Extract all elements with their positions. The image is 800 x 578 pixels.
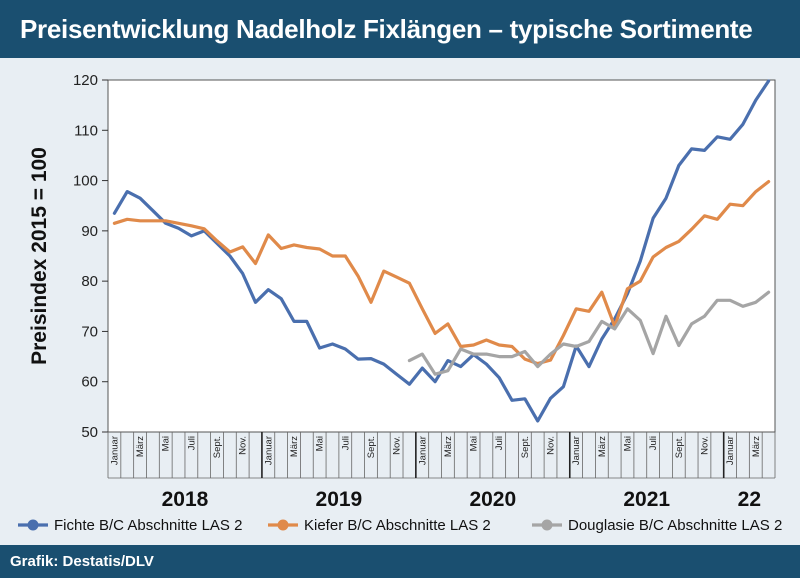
month-label: Sept.	[520, 436, 531, 458]
month-label: März	[751, 436, 762, 457]
month-label: März	[597, 436, 608, 457]
month-label: Januar	[109, 436, 120, 465]
y-tick-label: 50	[81, 424, 98, 441]
y-tick-label: 60	[81, 374, 98, 391]
month-label: Nov.	[699, 436, 710, 455]
month-label: Sept.	[674, 436, 685, 458]
month-label: Juli	[186, 436, 197, 450]
month-label: Januar	[571, 436, 582, 465]
month-label: März	[289, 436, 300, 457]
month-label: Mai	[315, 436, 326, 451]
year-label: 2019	[316, 488, 363, 511]
y-tick-label: 80	[81, 273, 98, 290]
month-label: Nov.	[546, 436, 557, 455]
month-label: Juli	[648, 436, 659, 450]
line-chart: 50 60 70 80 90 100 110 120 Preisindex 2015 = 100…	[18, 72, 782, 534]
month-label: Sept.	[366, 436, 377, 458]
legend-label: Fichte B/C Abschnitte LAS 2	[54, 517, 242, 534]
month-label: März	[443, 436, 454, 457]
month-label: Januar	[263, 436, 274, 465]
y-tick-label: 70	[81, 323, 98, 340]
month-label: Juli	[494, 436, 505, 450]
y-tick-label: 90	[81, 223, 98, 240]
year-label: 2021	[623, 488, 670, 511]
month-label: Januar	[417, 436, 428, 465]
year-label: 2020	[469, 488, 516, 511]
plot-frame	[107, 79, 776, 433]
month-label: Nov.	[238, 436, 249, 455]
month-label: Juli	[340, 436, 351, 450]
legend-label: Kiefer B/C Abschnitte LAS 2	[304, 517, 491, 534]
legend-swatch-marker	[27, 519, 39, 531]
y-tick-label: 110	[74, 122, 98, 139]
series-line-2	[112, 180, 771, 366]
y-axis-label: Preisindex 2015 = 100	[28, 147, 51, 365]
month-label: Mai	[469, 436, 480, 451]
year-label: 22	[738, 488, 761, 511]
month-label: Mai	[622, 436, 633, 451]
month-label: März	[135, 436, 146, 457]
chart-area: 50 60 70 80 90 100 110 120 Preisindex 2015 = 100…	[0, 58, 800, 545]
legend-swatch-marker	[541, 519, 553, 531]
y-tick-label: 100	[73, 173, 98, 190]
month-label: Nov.	[392, 436, 403, 455]
legend-label: Douglasie B/C Abschnitte LAS 2	[568, 517, 782, 534]
chart-title: Preisentwicklung Nadelholz Fixlängen – t…	[0, 0, 800, 58]
month-label: Mai	[161, 436, 172, 451]
month-label: Sept.	[212, 436, 223, 458]
y-tick-label: 120	[73, 72, 98, 89]
month-label: Januar	[725, 436, 736, 465]
year-label: 2018	[162, 488, 209, 511]
legend-swatch-marker	[277, 519, 289, 531]
source-credit: Grafik: Destatis/DLV	[0, 545, 800, 578]
series-line-3	[407, 290, 771, 376]
